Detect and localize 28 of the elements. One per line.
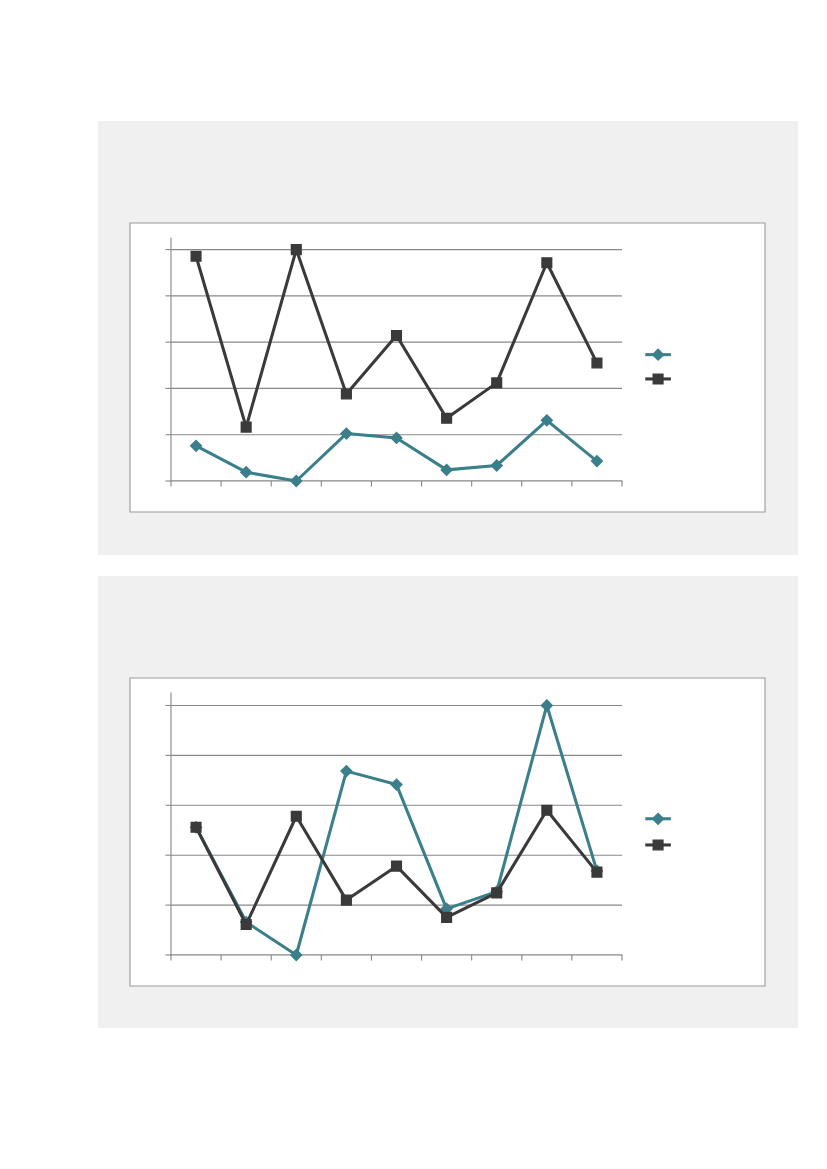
point	[441, 412, 453, 424]
point	[491, 377, 503, 389]
point	[190, 250, 202, 262]
point	[441, 911, 453, 923]
point	[490, 459, 503, 472]
point	[340, 894, 352, 906]
point	[290, 948, 303, 962]
point	[240, 919, 252, 931]
point	[189, 439, 203, 452]
point	[540, 414, 553, 427]
point	[290, 244, 302, 256]
point	[340, 765, 353, 778]
point	[541, 257, 553, 269]
point	[541, 804, 553, 816]
point	[390, 431, 403, 445]
point	[240, 421, 252, 433]
point	[340, 427, 353, 440]
point	[240, 466, 253, 479]
point	[390, 329, 403, 341]
point	[340, 388, 352, 400]
point	[540, 699, 553, 712]
point	[590, 455, 604, 468]
point	[440, 463, 453, 476]
point	[390, 778, 403, 791]
point	[290, 474, 303, 488]
point	[290, 810, 302, 822]
point	[591, 357, 603, 369]
point	[390, 860, 403, 872]
